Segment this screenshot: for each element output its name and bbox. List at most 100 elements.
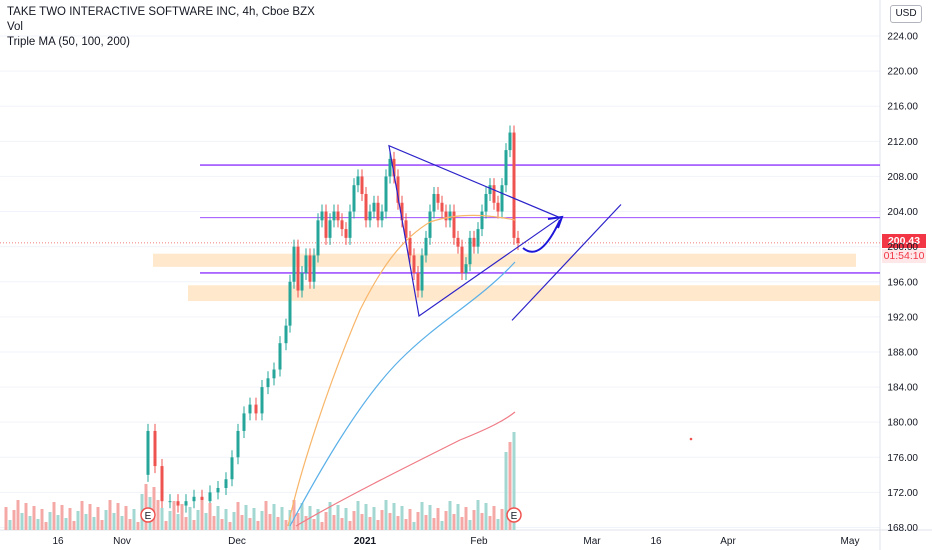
candle-body xyxy=(168,501,172,503)
candle-body xyxy=(266,378,270,388)
y-tick-label: 216.00 xyxy=(887,102,918,113)
candle-body xyxy=(312,255,316,282)
candle-body xyxy=(336,211,340,221)
candle-body xyxy=(380,211,384,221)
candle-body xyxy=(404,220,408,238)
volume-bar xyxy=(380,510,384,530)
volume-bar xyxy=(212,516,216,530)
volume-bar xyxy=(32,506,36,530)
volume-bar xyxy=(240,515,244,530)
volume-bar xyxy=(356,501,360,530)
candle-body xyxy=(184,501,188,506)
volume-bar xyxy=(428,505,432,530)
volume-bar xyxy=(80,501,84,530)
candle-body xyxy=(288,281,292,326)
trendline xyxy=(511,204,622,321)
volume-bar xyxy=(168,511,172,530)
earnings-label: E xyxy=(511,511,518,522)
volume-bar xyxy=(312,519,316,530)
candle-body xyxy=(396,176,400,203)
candle-body xyxy=(304,255,308,273)
earnings-label: E xyxy=(145,511,152,522)
x-tick-label: Apr xyxy=(720,536,736,547)
volume-bar xyxy=(412,522,416,530)
candlestick-series xyxy=(146,125,520,513)
volume-bar xyxy=(504,452,508,530)
candle-body xyxy=(476,229,480,247)
volume-bar xyxy=(264,501,268,530)
candle-body xyxy=(412,255,416,273)
candle-body xyxy=(368,211,372,221)
symbol-title: TAKE TWO INTERACTIVE SOFTWARE INC, 4h, C… xyxy=(7,6,315,18)
candle-body xyxy=(236,430,240,458)
candle-body xyxy=(372,202,376,212)
volume-bar xyxy=(124,506,128,530)
volume-bar xyxy=(476,500,480,530)
volume-bar xyxy=(200,500,204,530)
candle-body xyxy=(460,246,464,273)
volume-bar xyxy=(160,508,164,530)
volume-bar xyxy=(488,516,492,530)
currency-button[interactable]: USD xyxy=(890,5,922,23)
volume-bar xyxy=(300,503,304,530)
volume-bar xyxy=(260,511,264,530)
candle-body xyxy=(352,185,356,212)
volume-bar xyxy=(128,519,132,530)
y-tick-label: 172.00 xyxy=(887,488,918,499)
volume-bar xyxy=(40,509,44,530)
candle-body xyxy=(300,272,304,291)
volume-bar xyxy=(20,513,24,530)
volume-bar xyxy=(252,508,256,530)
volume-bar xyxy=(72,521,76,530)
ma-100-line xyxy=(289,261,516,527)
volume-bar xyxy=(388,513,392,530)
candle-body xyxy=(356,176,360,186)
candle-body xyxy=(153,430,157,467)
volume-bar xyxy=(420,502,424,530)
y-tick-label: 188.00 xyxy=(887,347,918,358)
candle-body xyxy=(324,211,328,238)
candle-body xyxy=(208,492,212,502)
volume-bar xyxy=(28,516,32,530)
candle-body xyxy=(516,237,520,244)
candle-body xyxy=(320,211,324,221)
x-tick-label: 2021 xyxy=(354,536,377,547)
candle-body xyxy=(432,193,436,212)
candle-body xyxy=(492,185,496,203)
volume-bar xyxy=(188,507,192,530)
volume-bar xyxy=(424,515,428,530)
volume-bar xyxy=(104,510,108,530)
candle-body xyxy=(392,158,396,177)
y-tick-label: 196.00 xyxy=(887,277,918,288)
volume-bar xyxy=(224,509,228,530)
volume-bar xyxy=(280,507,284,530)
candle-body xyxy=(242,413,246,431)
candle-body xyxy=(468,237,472,265)
volume-bar xyxy=(244,505,248,530)
earnings-marker xyxy=(140,507,156,523)
candle-body xyxy=(424,237,428,256)
volume-bar xyxy=(116,503,120,530)
support-zone xyxy=(153,253,856,267)
y-tick-label: 224.00 xyxy=(887,32,918,43)
ma-50-line xyxy=(287,214,516,527)
volume-bar xyxy=(324,512,328,530)
volume-bar xyxy=(328,502,332,530)
volume-bar xyxy=(144,484,148,530)
arrow-head xyxy=(547,215,564,229)
volume-bar xyxy=(456,504,460,530)
volume-bar xyxy=(332,515,336,530)
candle-body xyxy=(176,501,180,506)
ma-indicator-label: Triple MA (50, 100, 200) xyxy=(7,36,130,48)
volume-bar xyxy=(220,519,224,530)
volume-bar xyxy=(460,517,464,530)
volume-bar xyxy=(296,513,300,530)
volume-bar xyxy=(384,500,388,530)
candle-body xyxy=(420,255,424,291)
volume-label: Vol xyxy=(7,21,23,33)
volume-bar xyxy=(344,508,348,530)
candle-body xyxy=(278,343,282,370)
volume-bar xyxy=(416,512,420,530)
candle-body xyxy=(448,211,452,221)
